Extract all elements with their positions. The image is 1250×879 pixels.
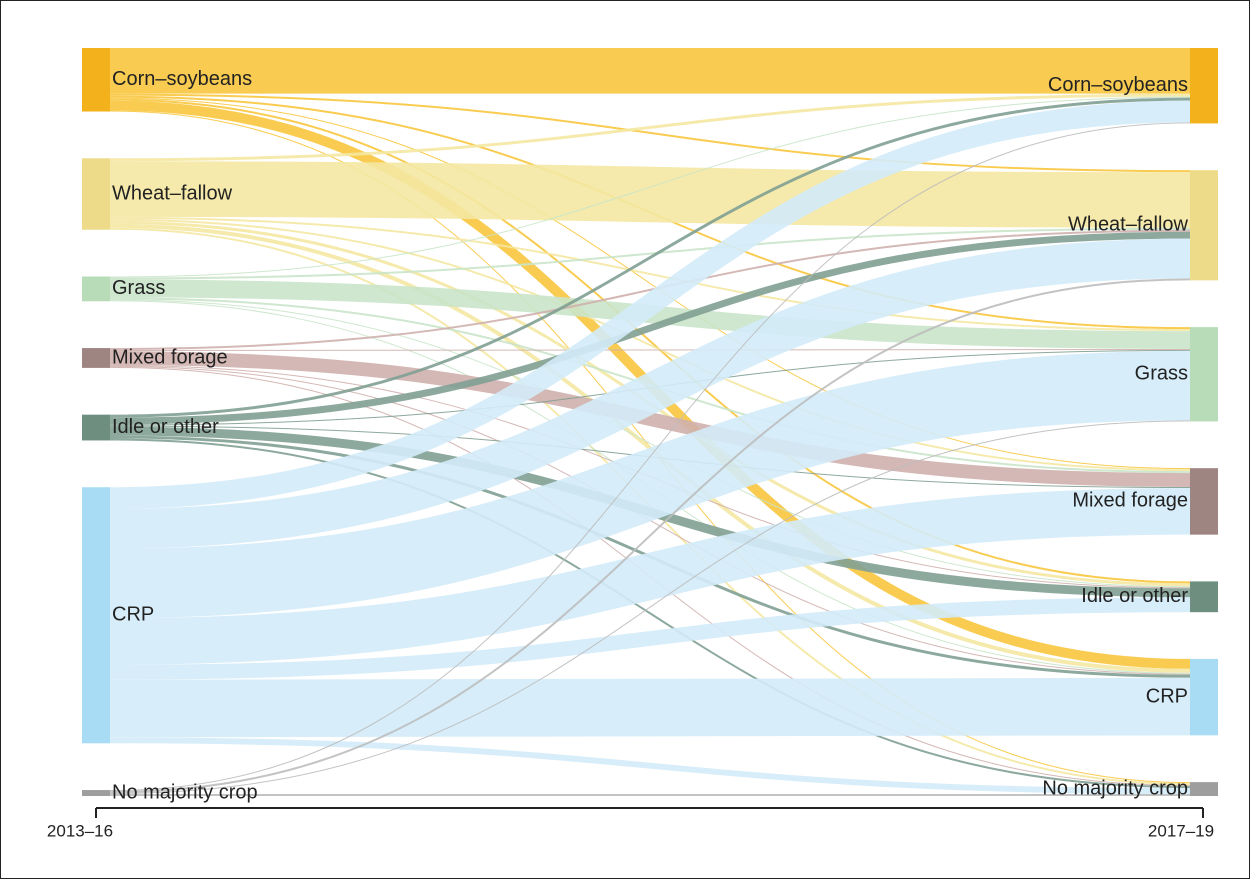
flow <box>109 122 1191 792</box>
source-label: Idle or other <box>112 416 219 438</box>
flow <box>109 229 1191 351</box>
flow <box>109 238 1191 549</box>
source-node <box>82 48 110 112</box>
target-label: Idle or other <box>1081 585 1188 607</box>
links <box>109 47 1191 796</box>
source-node <box>82 158 110 230</box>
flow <box>109 97 1191 470</box>
flow <box>109 420 1191 795</box>
flow <box>109 98 1191 584</box>
flow <box>109 597 1191 680</box>
target-label: Mixed forage <box>1072 490 1188 512</box>
flow <box>109 218 1191 472</box>
flow <box>109 216 1191 332</box>
target-label: Wheat–fallow <box>1068 214 1189 236</box>
flow <box>109 100 1191 510</box>
target-label: CRP <box>1146 685 1188 707</box>
column-label: 2017–19 <box>1148 821 1214 840</box>
source-label: No majority crop <box>112 781 258 803</box>
source-node <box>82 276 110 302</box>
nodes: Corn–soybeans Wheat–fallow Grass Mixed fora… <box>82 48 1218 803</box>
source-label: Wheat–fallow <box>112 182 233 204</box>
source-label: Mixed forage <box>112 346 228 368</box>
target-node <box>1190 468 1218 535</box>
target-label: No majority crop <box>1042 777 1188 799</box>
flow <box>109 737 1191 795</box>
flow <box>109 488 1191 665</box>
source-node <box>82 414 110 441</box>
column-label: 2013–16 <box>47 821 113 840</box>
target-node <box>1190 782 1218 796</box>
source-label: CRP <box>112 604 154 626</box>
flow <box>109 97 1191 418</box>
target-label: Grass <box>1135 363 1188 385</box>
flow <box>109 231 1191 425</box>
flow <box>109 350 1191 619</box>
source-node <box>82 487 110 744</box>
target-node <box>1190 48 1218 124</box>
flow <box>109 348 1191 352</box>
target-label: Corn–soybeans <box>1048 74 1188 96</box>
flow <box>109 278 1191 794</box>
source-label: Corn–soybeans <box>112 68 252 90</box>
flow <box>109 161 1191 228</box>
flow <box>109 299 1191 588</box>
flow <box>109 677 1191 738</box>
target-node <box>1190 170 1218 281</box>
flow <box>109 93 1191 162</box>
target-node <box>1190 581 1218 613</box>
flow <box>109 96 1191 278</box>
source-label: Grass <box>112 277 165 299</box>
target-node <box>1190 658 1218 736</box>
flow <box>109 93 1191 173</box>
flow <box>109 227 1191 280</box>
target-node <box>1190 327 1218 422</box>
flow <box>109 351 1191 488</box>
flow <box>109 438 1191 789</box>
source-node <box>82 348 110 368</box>
source-node <box>82 790 110 796</box>
